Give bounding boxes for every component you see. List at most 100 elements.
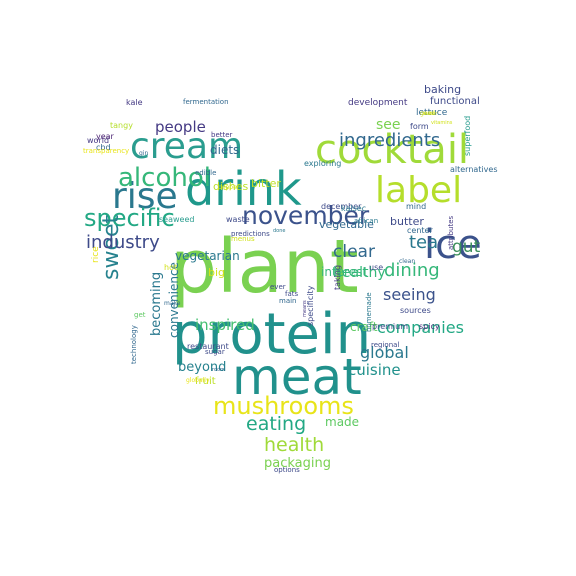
- word-butter: butter: [390, 215, 424, 228]
- word-specificity: specificity: [306, 285, 315, 326]
- word-healthy: healthy: [333, 265, 386, 281]
- word-fermentation: fermentation: [183, 98, 229, 106]
- word-meat: meat: [232, 348, 362, 406]
- word-big: big: [208, 266, 225, 279]
- word-fats: fats: [285, 290, 298, 298]
- word-african: african: [354, 217, 378, 225]
- word-companies: companies: [377, 318, 464, 337]
- word-kalsec: kalsec: [341, 204, 366, 213]
- word-health: health: [264, 434, 324, 456]
- word-fruit: fruit: [195, 376, 216, 387]
- word-plant: plant: [170, 224, 359, 310]
- word-inspired: inspired: [195, 316, 255, 334]
- word-water: water: [423, 111, 438, 117]
- word-world: world: [87, 136, 109, 145]
- word-see: see: [376, 117, 401, 133]
- word-sweet: sweet: [99, 214, 124, 280]
- word-superfood: superfood: [463, 116, 472, 156]
- word-vegetable: vegetable: [319, 218, 374, 231]
- word-label: label: [375, 170, 462, 211]
- word-menus: menus: [231, 235, 255, 243]
- word-industry: industry: [86, 232, 160, 253]
- word-ice: ice: [424, 222, 482, 268]
- word-attributes: attributes: [447, 215, 455, 250]
- word-people: people: [155, 118, 206, 136]
- word-specific: specific: [84, 204, 175, 232]
- word-dishes: dishes: [213, 180, 249, 193]
- word-clear: clear: [333, 242, 375, 262]
- word-better: better: [211, 131, 233, 139]
- word-vegetarian: vegetarian: [175, 249, 240, 263]
- word-gut: gut: [452, 237, 481, 257]
- word-pepper: pepper: [218, 184, 240, 191]
- word-cbd: cbd: [96, 143, 111, 152]
- word-use: use: [369, 263, 383, 272]
- word-baking: baking: [424, 83, 461, 96]
- word-beyond: beyond: [178, 360, 226, 375]
- word-rice: rice: [91, 246, 101, 263]
- word-rise: rise: [112, 176, 178, 217]
- word-mind: mind: [406, 202, 426, 211]
- word-edible: edible: [195, 169, 216, 177]
- word-globally: globally: [186, 377, 210, 384]
- word-sources: sources: [400, 306, 431, 315]
- word-make: make: [164, 300, 181, 307]
- word-alcohol: alcohol: [118, 163, 211, 193]
- word-mushrooms: mushrooms: [213, 392, 354, 420]
- word-center: center: [407, 226, 433, 235]
- word-tea: tea: [409, 232, 438, 253]
- word-good: good: [420, 110, 435, 117]
- word-waste: waste: [226, 215, 250, 224]
- word-functional: functional: [430, 96, 480, 107]
- word-seeing: seeing: [383, 285, 436, 304]
- word-technology: technology: [130, 325, 138, 364]
- word-homemade: homemade: [365, 292, 373, 332]
- word-spicy: spicy: [419, 322, 440, 331]
- word-global: global: [360, 343, 409, 362]
- word-ingredients: ingredients: [339, 130, 440, 151]
- word-development: development: [348, 98, 408, 108]
- word-premium: premium: [372, 322, 408, 331]
- word-restaurant: restaurant: [187, 342, 229, 351]
- word-exploring: exploring: [304, 159, 341, 168]
- word-december: december: [321, 202, 362, 211]
- word-made: made: [325, 415, 359, 429]
- word-bitter: bitter: [251, 177, 281, 190]
- word-means: means: [302, 300, 308, 317]
- word-seaweed: seaweed: [159, 215, 194, 224]
- word-eating: eating: [246, 413, 306, 435]
- word-becoming: becoming: [149, 272, 164, 336]
- word-cream: cream: [130, 126, 243, 167]
- word-cuisine: cuisine: [348, 361, 401, 379]
- word-alternatives: alternatives: [450, 165, 498, 174]
- word-predictions: predictions: [231, 230, 270, 238]
- word-packaging: packaging: [264, 456, 331, 471]
- word-cocktail: cocktail: [315, 127, 469, 173]
- word-drink: drink: [185, 162, 302, 216]
- word-lettuce: lettuce: [416, 108, 448, 118]
- word-regional: regional: [371, 341, 399, 349]
- word-kale: kale: [126, 98, 143, 107]
- word-diets: diets: [210, 143, 239, 157]
- word-ever: ever: [270, 283, 286, 291]
- word-get: get: [134, 311, 146, 319]
- word-november: november: [242, 201, 370, 230]
- word-hot: hot: [164, 263, 177, 272]
- word-clean: clean: [399, 258, 415, 265]
- word-protein: protein: [172, 302, 371, 367]
- word-dining: dining: [384, 260, 440, 281]
- word-sugar: sugar: [205, 348, 225, 356]
- word-options: options: [274, 466, 300, 474]
- word-transparency: transparency: [83, 147, 129, 155]
- word-main: main: [279, 297, 297, 305]
- word-craft: craft: [350, 320, 378, 334]
- word-interest: interest: [321, 265, 367, 279]
- word-taking: taking: [333, 265, 342, 290]
- word-room: room: [212, 367, 225, 373]
- word-tangy: tangy: [110, 121, 133, 130]
- word-year: year: [96, 132, 115, 141]
- word-form: form: [410, 122, 429, 131]
- word-gin: gin: [139, 150, 148, 157]
